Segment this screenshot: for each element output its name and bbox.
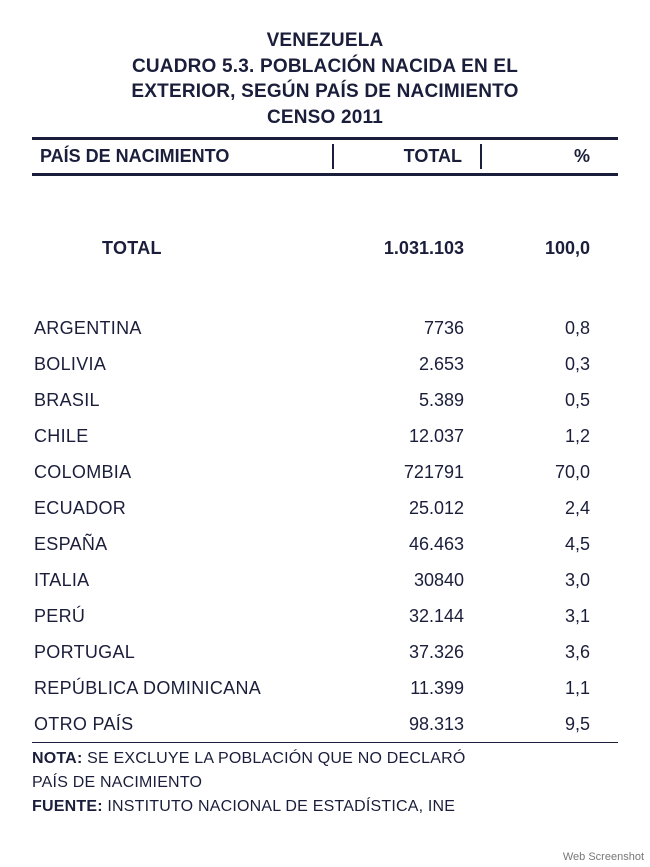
cell-country: BRASIL <box>32 382 332 418</box>
table-row: ECUADOR25.0122,4 <box>32 490 618 526</box>
cell-country: OTRO PAÍS <box>32 706 332 742</box>
cell-pct: 4,5 <box>482 526 618 562</box>
cell-total: 12.037 <box>332 418 482 454</box>
cell-total: 46.463 <box>332 526 482 562</box>
table-row: ESPAÑA46.4634,5 <box>32 526 618 562</box>
table-row: ITALIA308403,0 <box>32 562 618 598</box>
cell-pct: 0,3 <box>482 346 618 382</box>
gap-after-total <box>32 266 618 310</box>
grand-total-label: TOTAL <box>32 230 332 266</box>
table-row: COLOMBIA72179170,0 <box>32 454 618 490</box>
cell-country: COLOMBIA <box>32 454 332 490</box>
cell-pct: 3,0 <box>482 562 618 598</box>
title-line-2: CUADRO 5.3. POBLACIÓN NACIDA EN EL <box>32 54 618 80</box>
footnotes: NOTA: SE EXCLUYE LA POBLACIÓN QUE NO DEC… <box>32 743 618 819</box>
table-row: ARGENTINA77360,8 <box>32 310 618 346</box>
cell-total: 7736 <box>332 310 482 346</box>
cell-total: 30840 <box>332 562 482 598</box>
title-block: VENEZUELA CUADRO 5.3. POBLACIÓN NACIDA E… <box>32 28 618 131</box>
census-table-page: VENEZUELA CUADRO 5.3. POBLACIÓN NACIDA E… <box>0 0 650 839</box>
cell-country: ESPAÑA <box>32 526 332 562</box>
table-row: CHILE12.0371,2 <box>32 418 618 454</box>
cell-pct: 0,5 <box>482 382 618 418</box>
cell-pct: 9,5 <box>482 706 618 742</box>
cell-total: 5.389 <box>332 382 482 418</box>
cell-pct: 70,0 <box>482 454 618 490</box>
cell-total: 721791 <box>332 454 482 490</box>
column-headers: PAÍS DE NACIMIENTO TOTAL % <box>32 140 618 173</box>
footnote-nota: NOTA: SE EXCLUYE LA POBLACIÓN QUE NO DEC… <box>32 747 618 771</box>
cell-country: BOLIVIA <box>32 346 332 382</box>
watermark: Web Screenshot <box>563 851 644 863</box>
table-row: PORTUGAL37.3263,6 <box>32 634 618 670</box>
header-total: TOTAL <box>332 144 482 169</box>
table-row: PERÚ32.1443,1 <box>32 598 618 634</box>
grand-total-pct: 100,0 <box>482 230 618 266</box>
cell-country: PORTUGAL <box>32 634 332 670</box>
cell-country: CHILE <box>32 418 332 454</box>
fuente-text: INSTITUTO NACIONAL DE ESTADÍSTICA, INE <box>103 798 455 815</box>
cell-total: 2.653 <box>332 346 482 382</box>
title-line-4: CENSO 2011 <box>32 105 618 131</box>
table-body: TOTAL 1.031.103 100,0 ARGENTINA77360,8BO… <box>32 176 618 742</box>
cell-pct: 0,8 <box>482 310 618 346</box>
footnote-fuente: FUENTE: INSTITUTO NACIONAL DE ESTADÍSTIC… <box>32 795 618 819</box>
fuente-label: FUENTE: <box>32 798 103 815</box>
cell-pct: 3,1 <box>482 598 618 634</box>
title-line-1: VENEZUELA <box>32 28 618 54</box>
cell-pct: 2,4 <box>482 490 618 526</box>
cell-total: 11.399 <box>332 670 482 706</box>
grand-total-value: 1.031.103 <box>332 230 482 266</box>
cell-total: 98.313 <box>332 706 482 742</box>
cell-country: ITALIA <box>32 562 332 598</box>
title-line-3: EXTERIOR, SEGÚN PAÍS DE NACIMIENTO <box>32 79 618 105</box>
cell-pct: 1,2 <box>482 418 618 454</box>
table-row: OTRO PAÍS98.3139,5 <box>32 706 618 742</box>
header-country: PAÍS DE NACIMIENTO <box>32 144 332 169</box>
data-rows: ARGENTINA77360,8BOLIVIA2.6530,3BRASIL5.3… <box>32 310 618 742</box>
gap-before-total <box>32 176 618 230</box>
nota-text-2: PAÍS DE NACIMIENTO <box>32 771 618 795</box>
cell-country: REPÚBLICA DOMINICANA <box>32 670 332 706</box>
table-row: BRASIL5.3890,5 <box>32 382 618 418</box>
nota-text-1: SE EXCLUYE LA POBLACIÓN QUE NO DECLARÓ <box>82 750 465 767</box>
cell-pct: 3,6 <box>482 634 618 670</box>
cell-total: 25.012 <box>332 490 482 526</box>
cell-country: ECUADOR <box>32 490 332 526</box>
header-pct: % <box>482 144 618 169</box>
cell-total: 37.326 <box>332 634 482 670</box>
cell-total: 32.144 <box>332 598 482 634</box>
cell-pct: 1,1 <box>482 670 618 706</box>
cell-country: ARGENTINA <box>32 310 332 346</box>
table-row: REPÚBLICA DOMINICANA11.3991,1 <box>32 670 618 706</box>
nota-label: NOTA: <box>32 750 82 767</box>
table-row: BOLIVIA2.6530,3 <box>32 346 618 382</box>
cell-country: PERÚ <box>32 598 332 634</box>
grand-total-row: TOTAL 1.031.103 100,0 <box>32 230 618 266</box>
